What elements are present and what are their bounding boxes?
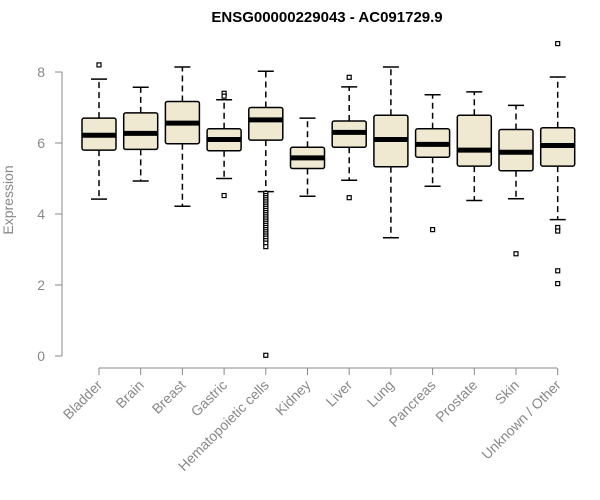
- box-breast: [164, 66, 201, 207]
- outlier-point: [555, 280, 561, 287]
- x-tick-label: Unknown / Other: [478, 377, 564, 463]
- box-skin: [498, 104, 534, 257]
- outlier-point: [430, 227, 436, 233]
- y-ticks: 0 2 4 6 8: [37, 64, 62, 364]
- box-body: [248, 106, 284, 141]
- x-tick-label: Brain: [112, 377, 146, 411]
- y-tick-label: 6: [37, 135, 45, 151]
- y-tick-label: 8: [37, 64, 45, 80]
- x-tick-label: Liver: [323, 377, 356, 410]
- x-tick-label: Kidney: [272, 377, 314, 419]
- box-body: [456, 114, 493, 167]
- x-tick-label: Prostate: [432, 377, 480, 425]
- outlier-point: [263, 352, 269, 358]
- y-tick-label: 4: [37, 206, 45, 222]
- x-tick-label: Skin: [492, 377, 523, 408]
- box-hematopoietic-cells: [248, 70, 284, 358]
- box-prostate: [456, 91, 493, 202]
- y-tick-label: 2: [37, 277, 45, 293]
- box-brain: [122, 86, 159, 182]
- x-tick-label: Lung: [364, 377, 397, 410]
- outlier-point: [346, 195, 352, 201]
- y-axis-label: Expression: [0, 165, 16, 234]
- box-bladder: [81, 62, 117, 200]
- box-unknown-other: [539, 40, 576, 287]
- outlier-point: [96, 62, 102, 68]
- x-tick-label: Bladder: [60, 377, 106, 423]
- y-tick-label: 0: [37, 348, 45, 364]
- outlier-point: [513, 251, 519, 257]
- outlier-point: [555, 228, 561, 234]
- box-lung: [373, 66, 409, 239]
- outlier-point: [555, 268, 561, 274]
- boxes: [81, 40, 576, 358]
- outlier-point: [221, 192, 227, 199]
- box-gastric: [206, 90, 242, 199]
- outlier-point: [555, 40, 561, 47]
- x-tick-label: Breast: [149, 377, 189, 417]
- outlier-point: [346, 74, 352, 80]
- box-pancreas: [414, 93, 451, 233]
- box-liver: [331, 74, 367, 201]
- outlier-point: [263, 244, 269, 250]
- outlier-point: [221, 93, 227, 99]
- box-kidney: [289, 117, 326, 197]
- chart-title: ENSG00000229043 - AC091729.9: [211, 9, 442, 26]
